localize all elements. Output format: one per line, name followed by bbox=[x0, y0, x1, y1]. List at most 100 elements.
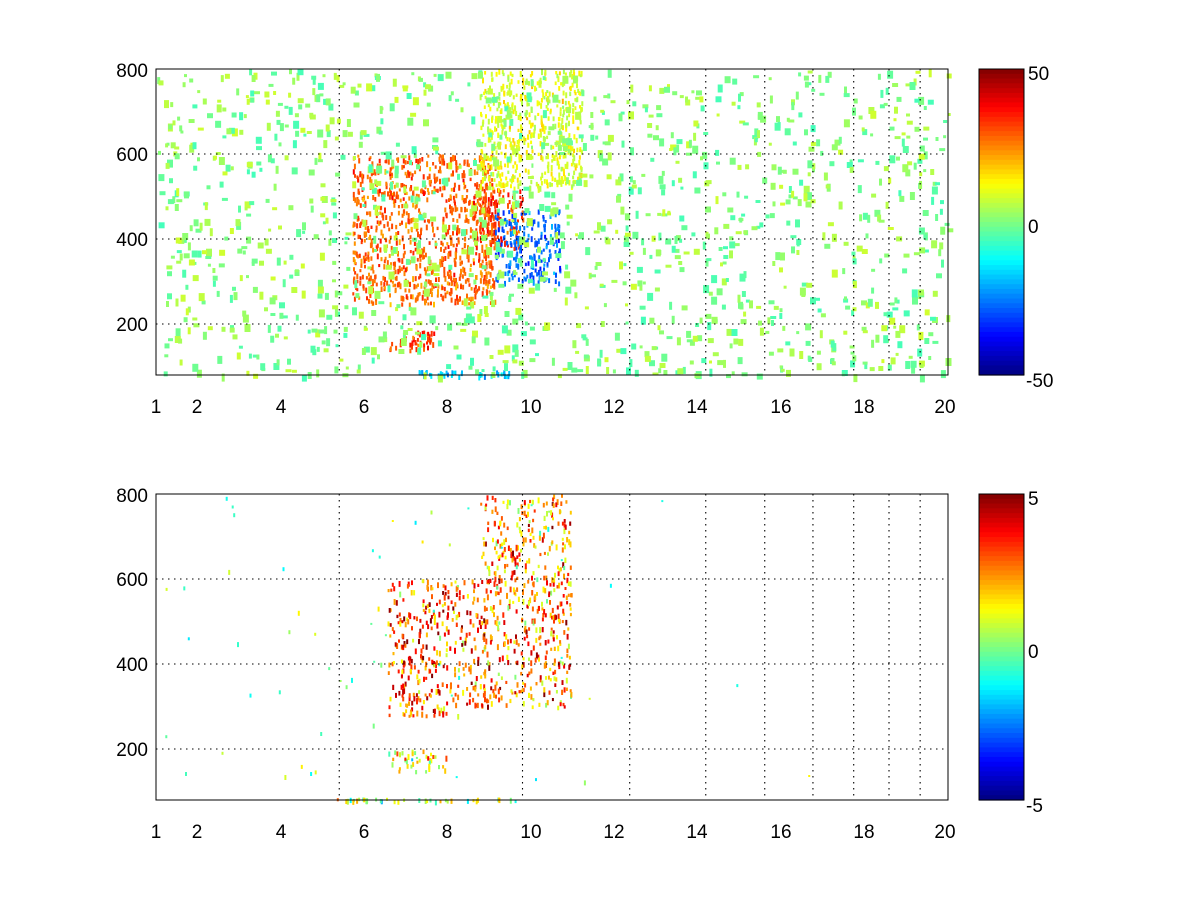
heatmap-cell bbox=[783, 285, 787, 289]
heatmap-cell bbox=[493, 159, 500, 167]
heatmap-cell bbox=[468, 632, 471, 636]
heatmap-cell bbox=[485, 261, 488, 267]
heatmap-cell bbox=[427, 331, 430, 336]
heatmap-cell bbox=[415, 770, 418, 775]
heatmap-cell bbox=[533, 543, 536, 548]
heatmap-cell bbox=[224, 73, 230, 79]
heatmap-cell bbox=[358, 158, 361, 164]
heatmap-cell bbox=[887, 364, 892, 371]
heatmap-cell bbox=[516, 555, 519, 559]
heatmap-cell bbox=[471, 116, 476, 125]
heatmap-cell bbox=[723, 255, 729, 259]
heatmap-cell bbox=[940, 370, 946, 379]
heatmap-cell bbox=[408, 306, 412, 311]
heatmap-cell bbox=[252, 286, 258, 293]
heatmap-cell bbox=[572, 119, 575, 124]
heatmap-cell bbox=[807, 172, 811, 177]
heatmap-cell bbox=[566, 654, 569, 658]
heatmap-cell bbox=[517, 277, 520, 282]
heatmap-cell bbox=[418, 370, 421, 376]
heatmap-cell bbox=[623, 242, 630, 247]
heatmap-cell bbox=[566, 633, 569, 640]
heatmap-cell bbox=[525, 110, 528, 115]
heatmap-cell bbox=[483, 636, 486, 642]
heatmap-cell bbox=[803, 75, 809, 81]
heatmap-cell bbox=[843, 93, 850, 98]
heatmap-cell bbox=[465, 195, 468, 199]
heatmap-cell bbox=[389, 167, 392, 171]
heatmap-cell bbox=[718, 247, 723, 251]
heatmap-cell bbox=[481, 180, 484, 184]
heatmap-cell bbox=[568, 655, 571, 660]
heatmap-cell bbox=[354, 271, 357, 275]
heatmap-cell bbox=[526, 102, 529, 107]
heatmap-cell bbox=[677, 368, 684, 375]
heatmap-cell bbox=[511, 145, 515, 152]
heatmap-cell bbox=[371, 85, 376, 92]
heatmap-cell bbox=[393, 184, 396, 189]
heatmap-cell bbox=[505, 634, 508, 640]
heatmap-cell bbox=[476, 199, 479, 204]
heatmap-cell bbox=[559, 642, 562, 646]
heatmap-cell bbox=[556, 179, 563, 185]
heatmap-cell bbox=[204, 218, 211, 226]
x-tick-label: 18 bbox=[853, 397, 874, 418]
heatmap-cell bbox=[397, 621, 400, 625]
heatmap-cell bbox=[694, 187, 701, 194]
heatmap-cell bbox=[437, 631, 440, 636]
heatmap-cell bbox=[438, 710, 441, 717]
heatmap-cell bbox=[443, 286, 446, 292]
heatmap-cell bbox=[824, 243, 831, 249]
heatmap-cell bbox=[843, 298, 849, 303]
heatmap-cell bbox=[480, 155, 483, 160]
heatmap-cell bbox=[909, 82, 916, 90]
heatmap-cell bbox=[420, 654, 422, 659]
heatmap-cell bbox=[553, 494, 556, 500]
heatmap-cell bbox=[834, 139, 841, 146]
heatmap-cell bbox=[389, 172, 392, 177]
heatmap-cell bbox=[639, 305, 646, 310]
heatmap-cell bbox=[346, 119, 351, 127]
heatmap-cell bbox=[720, 262, 723, 267]
heatmap-cell bbox=[166, 265, 173, 270]
heatmap-cell bbox=[452, 697, 455, 703]
heatmap-cell bbox=[437, 277, 440, 282]
heatmap-cell bbox=[437, 582, 439, 589]
heatmap-cell bbox=[518, 146, 521, 152]
heatmap-cell bbox=[503, 373, 506, 379]
heatmap-cell bbox=[528, 692, 530, 698]
heatmap-cell bbox=[352, 221, 355, 227]
heatmap-cell bbox=[738, 338, 744, 346]
heatmap-cell bbox=[531, 606, 534, 612]
heatmap-cell bbox=[433, 619, 436, 625]
heatmap-cell bbox=[192, 317, 198, 321]
heatmap-cell bbox=[487, 126, 490, 132]
heatmap-cell bbox=[397, 231, 400, 235]
heatmap-cell bbox=[402, 197, 405, 201]
heatmap-cell bbox=[439, 170, 442, 174]
heatmap-cell bbox=[425, 644, 428, 650]
heatmap-cell bbox=[525, 514, 528, 518]
heatmap-cell bbox=[394, 261, 396, 267]
heatmap-cell bbox=[430, 758, 433, 764]
heatmap-cell bbox=[532, 571, 535, 576]
heatmap-cell bbox=[427, 256, 431, 265]
heatmap-cell bbox=[924, 309, 930, 316]
heatmap-cell bbox=[474, 702, 477, 709]
heatmap-cell bbox=[391, 582, 394, 587]
heatmap-cell bbox=[449, 684, 452, 690]
heatmap-cell bbox=[398, 612, 401, 617]
heatmap-cell bbox=[539, 635, 542, 639]
heatmap-cell bbox=[521, 100, 523, 106]
heatmap-cell bbox=[514, 799, 517, 804]
heatmap-cell bbox=[389, 103, 395, 112]
heatmap-cell bbox=[377, 354, 380, 360]
heatmap-cell bbox=[450, 297, 453, 303]
heatmap-cell bbox=[248, 353, 252, 359]
heatmap-cell bbox=[771, 164, 777, 171]
heatmap-cell bbox=[495, 150, 498, 155]
heatmap-cell bbox=[879, 258, 883, 264]
colorbar-swatch bbox=[979, 680, 1024, 686]
heatmap-cell bbox=[345, 366, 349, 370]
heatmap-cell bbox=[545, 650, 548, 655]
